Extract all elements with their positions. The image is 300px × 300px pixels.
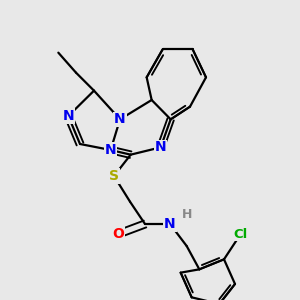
Text: N: N bbox=[62, 109, 74, 123]
Text: N: N bbox=[105, 143, 116, 157]
Text: Cl: Cl bbox=[233, 227, 248, 241]
Text: N: N bbox=[114, 112, 126, 126]
Text: N: N bbox=[155, 140, 167, 154]
Text: H: H bbox=[182, 208, 192, 221]
Text: N: N bbox=[164, 217, 176, 231]
Text: S: S bbox=[109, 169, 119, 183]
Text: O: O bbox=[112, 227, 124, 241]
